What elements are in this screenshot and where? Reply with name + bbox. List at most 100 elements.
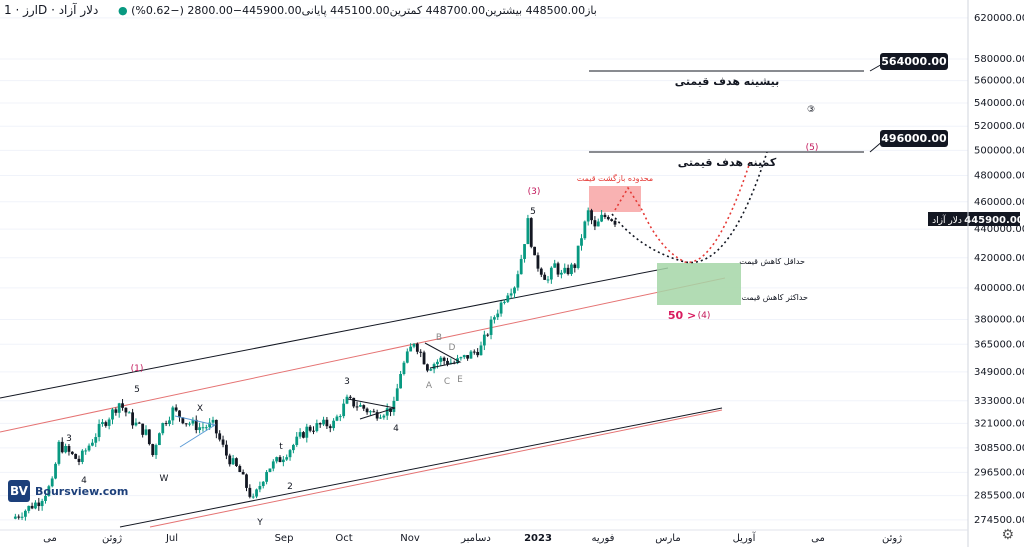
wave-label: B: [436, 333, 442, 343]
candle-body: [439, 357, 443, 362]
settings-gear-icon[interactable]: ⚙: [1001, 527, 1014, 543]
candle-body: [429, 369, 433, 371]
candle-body: [144, 429, 148, 435]
candle-body: [385, 408, 389, 416]
x-tick-label: Jul: [165, 533, 178, 544]
projection-red: [614, 161, 751, 264]
candle-body: [590, 210, 593, 221]
candle-body: [412, 343, 416, 347]
y-tick-label: 400000.00: [974, 283, 1024, 294]
candle-body: [87, 445, 91, 451]
candle-body: [596, 221, 600, 227]
candle-body: [549, 267, 553, 280]
triangle-pattern: [424, 342, 462, 369]
symbol-title[interactable]: ارز · 1D · دلار آزاد: [4, 3, 99, 17]
candle-body: [536, 255, 540, 269]
candle-body: [34, 502, 37, 509]
candle-body: [218, 433, 222, 440]
candle-body: [446, 360, 449, 365]
candle-body: [342, 403, 346, 417]
candle-body: [91, 442, 94, 446]
candle-body: [556, 263, 560, 275]
x-tick-label: Nov: [400, 533, 420, 544]
wave-label: X: [197, 404, 203, 414]
x-tick-label: 2023: [524, 533, 552, 544]
last-price-name: دلار آزاد: [932, 214, 962, 226]
y-tick-label: 333000.00: [974, 396, 1024, 407]
candle-body: [84, 450, 88, 452]
candle-body: [472, 351, 476, 353]
candle-body: [158, 433, 161, 446]
candle-body: [305, 426, 309, 438]
candle-body: [459, 357, 463, 359]
candle-body: [271, 461, 275, 469]
candle-body: [523, 244, 526, 259]
candle-body: [168, 420, 171, 425]
candle-body: [298, 432, 302, 437]
candle-body: [570, 264, 573, 275]
candle-body: [328, 426, 332, 429]
candle-body: [419, 351, 423, 353]
channel-upper-line: [0, 267, 669, 399]
candle-body: [560, 272, 563, 275]
candle-body: [198, 427, 201, 431]
candle-body: [188, 423, 191, 425]
candle-body: [107, 419, 111, 426]
price-callout-label: 496000.00: [881, 132, 947, 145]
wave-label: 5: [530, 207, 536, 217]
x-tick-label: Sep: [275, 533, 294, 544]
candle-body: [37, 502, 41, 507]
candle-body: [101, 422, 104, 425]
logo-text: Boursview.com: [35, 484, 129, 498]
candle-body: [255, 489, 258, 497]
candle-body: [613, 220, 617, 225]
candle-body: [151, 444, 155, 456]
candle-body: [258, 486, 262, 490]
wave-label: 4: [81, 476, 87, 486]
candle-body: [546, 279, 550, 281]
candle-body: [603, 214, 607, 218]
candle-body: [248, 487, 252, 497]
target-level-label: کمینه هدف قیمتی: [678, 156, 777, 169]
y-tick-label: 349000.00: [974, 367, 1024, 378]
y-tick-label: 321000.00: [974, 418, 1024, 429]
candle-body: [121, 403, 124, 408]
candle-body: [238, 466, 242, 473]
candle-body: [281, 459, 285, 463]
price-callout-box: [880, 53, 948, 70]
price-callout-label: 564000.00: [881, 55, 947, 68]
y-tick-label: 274500.00: [974, 515, 1024, 526]
correction-zone-label-top: حداقل کاهش قیمت: [739, 257, 805, 266]
candle-body: [214, 419, 218, 434]
wave-label: W: [160, 474, 169, 484]
candle-body: [576, 245, 580, 268]
candle-body: [278, 457, 282, 463]
candle-body: [94, 437, 98, 443]
wave-label: Y: [256, 518, 263, 528]
candle-body: [211, 419, 215, 423]
candle-body: [318, 423, 322, 425]
candle-body: [355, 406, 359, 408]
candle-body: [493, 317, 496, 320]
wave-label: (1): [131, 364, 144, 374]
wave-label: 50 >: [668, 309, 696, 322]
candle-body: [322, 419, 325, 425]
candle-body: [114, 409, 118, 413]
candle-body: [389, 408, 392, 412]
candle-body: [70, 451, 74, 454]
candle-body: [375, 412, 379, 419]
candle-body: [221, 439, 225, 445]
y-tick-label: 308500.00: [974, 443, 1024, 454]
candle-body: [288, 450, 292, 458]
candle-body: [583, 221, 587, 239]
candle-body: [117, 403, 121, 413]
candle-body: [295, 436, 299, 445]
candle-body: [228, 455, 232, 465]
candle-body: [409, 346, 413, 352]
candle-body: [64, 446, 67, 453]
wave-label: 4: [393, 424, 399, 434]
candle-body: [432, 364, 436, 370]
candle-body: [338, 416, 342, 418]
candle-body: [241, 472, 245, 475]
